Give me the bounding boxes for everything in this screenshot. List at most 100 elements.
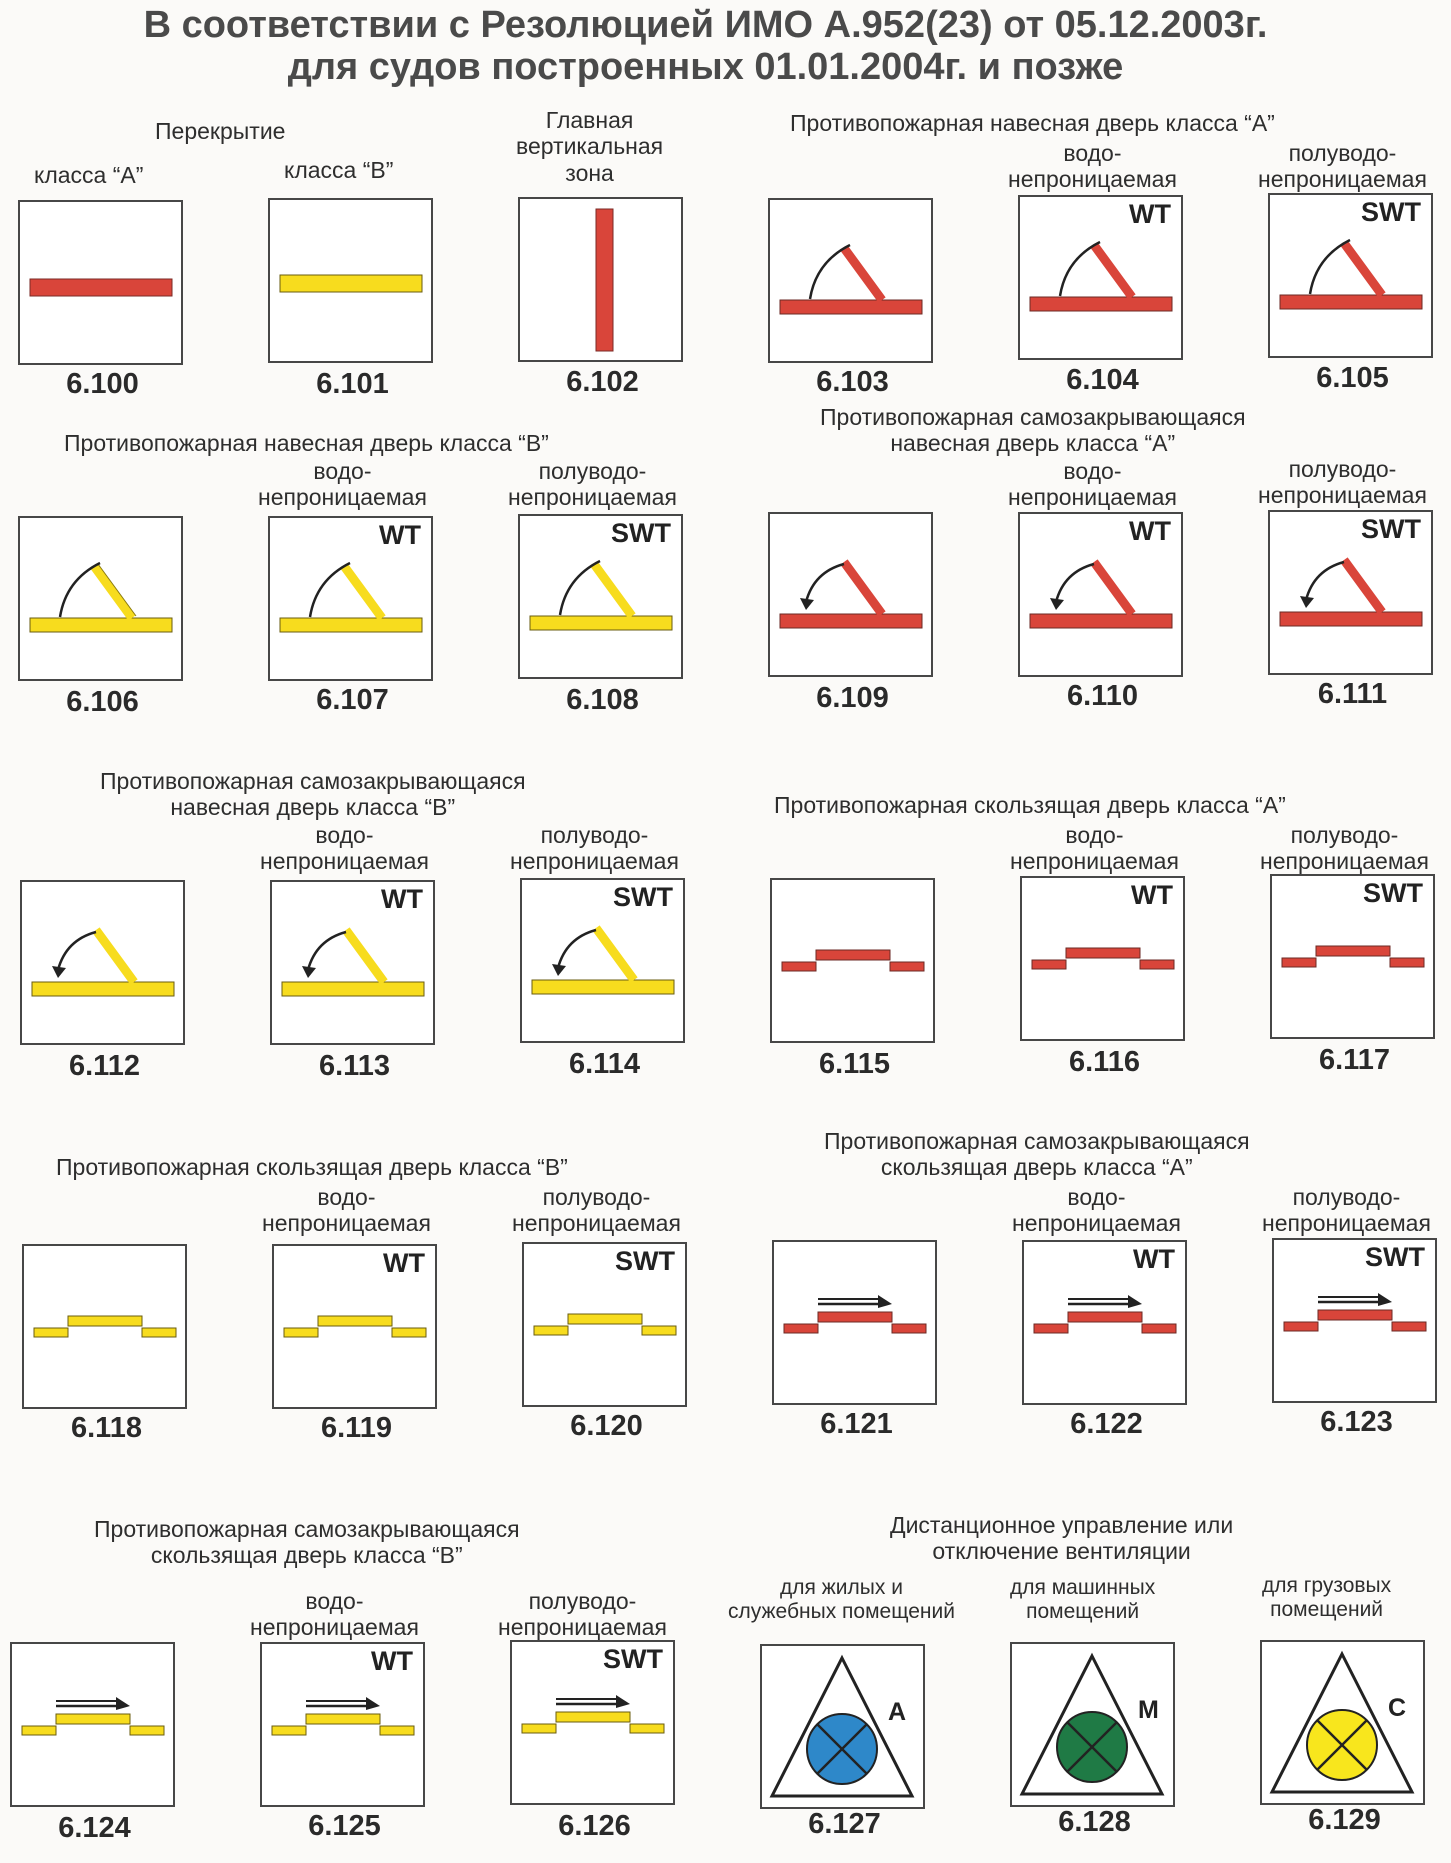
vent-letter-m: M (1138, 1696, 1159, 1724)
code-6-120: 6.120 (570, 1410, 643, 1442)
symbol-6-126-self-closing-sliding-b-swt: SWT (510, 1640, 675, 1805)
label-swt: полуводо- непроницаемая (1258, 456, 1427, 509)
section-title-hinged-door-a: Противопожарная навесная дверь класса “A… (790, 110, 1275, 136)
label-wt: водо- непроницаемая (1012, 1184, 1181, 1237)
section-title-self-closing-sliding-a: Противопожарная самозакрывающаяся скольз… (824, 1128, 1250, 1181)
symbol-6-106-hinged-door-class-b (18, 516, 183, 681)
wt-tag: WT (1133, 1244, 1175, 1274)
symbol-6-103-hinged-door-class-a (768, 198, 933, 363)
symbol-6-112-self-closing-hinged-b (20, 880, 185, 1045)
label-swt: полуводо- непроницаемая (1258, 140, 1427, 193)
section-title-hinged-door-b: Противопожарная навесная дверь класса “B… (64, 430, 549, 456)
symbol-6-104-hinged-door-class-a-wt: WT (1018, 195, 1183, 360)
symbol-6-117-sliding-door-a-swt: SWT (1270, 874, 1435, 1039)
code-6-121: 6.121 (820, 1408, 893, 1440)
section-title-ventilation: Дистанционное управление или отключение … (890, 1512, 1234, 1565)
symbol-6-111-self-closing-hinged-a-swt: SWT (1268, 510, 1433, 675)
code-6-123: 6.123 (1320, 1406, 1393, 1438)
symbol-6-125-self-closing-sliding-b-wt: WT (260, 1642, 425, 1807)
wt-tag: WT (379, 520, 421, 550)
page-title-line-1: В соответствии с Резолюцией ИМО А.952(23… (143, 4, 1268, 46)
symbol-6-124-self-closing-sliding-b (10, 1642, 175, 1807)
wt-tag: WT (371, 1646, 413, 1676)
swt-tag: SWT (615, 1246, 675, 1276)
wt-tag: WT (383, 1248, 425, 1278)
label-swt: полуводо- непроницаемая (510, 822, 679, 875)
swt-tag: SWT (1363, 878, 1423, 908)
swt-tag: SWT (1361, 197, 1421, 227)
label-swt: полуводо- непроницаемая (1260, 822, 1429, 875)
code-6-113: 6.113 (319, 1050, 390, 1082)
swt-tag: SWT (603, 1644, 663, 1674)
label-wt: водо- непроницаемая (258, 458, 427, 511)
label-living-spaces: для жилых и служебных помещений (728, 1576, 955, 1624)
label-swt: полуводо- непроницаемая (508, 458, 677, 511)
code-6-106: 6.106 (66, 686, 139, 718)
wt-tag: WT (1129, 199, 1171, 229)
section-title-sliding-door-a: Противопожарная скользящая дверь класса … (774, 792, 1286, 818)
page-title-line-2: для судов построенных 01.01.2004г. и поз… (287, 46, 1124, 88)
code-6-126: 6.126 (558, 1810, 631, 1842)
label-wt: водо- непроницаемая (1010, 822, 1179, 875)
code-6-115: 6.115 (819, 1048, 890, 1080)
section-title-self-closing-sliding-b: Противопожарная самозакрывающаяся скольз… (94, 1516, 520, 1569)
wt-tag: WT (1131, 880, 1173, 910)
section-title-deck: Перекрытие (155, 118, 286, 144)
wt-tag: WT (1129, 516, 1171, 546)
symbol-6-102-main-vertical-zone (518, 197, 683, 362)
symbol-6-108-hinged-door-class-b-swt: SWT (518, 514, 683, 679)
symbol-6-127-ventilation-living: A (760, 1644, 925, 1809)
code-6-111: 6.111 (1317, 678, 1388, 710)
code-6-104: 6.104 (1066, 364, 1139, 396)
code-6-128: 6.128 (1058, 1806, 1131, 1838)
symbol-6-105-hinged-door-class-a-swt: SWT (1268, 193, 1433, 358)
code-6-122: 6.122 (1070, 1408, 1143, 1440)
swt-tag: SWT (611, 518, 671, 548)
code-6-119: 6.119 (321, 1412, 392, 1444)
symbol-6-123-self-closing-sliding-a-swt: SWT (1272, 1238, 1437, 1403)
symbol-6-121-self-closing-sliding-a (772, 1240, 937, 1405)
symbol-6-101-class-b-division (268, 198, 433, 363)
swt-tag: SWT (613, 882, 673, 912)
wt-tag: WT (381, 884, 423, 914)
section-title-self-closing-hinged-b: Противопожарная самозакрывающаяся навесн… (100, 768, 526, 821)
symbol-6-118-sliding-door-b (22, 1244, 187, 1409)
code-6-112: 6.112 (69, 1050, 140, 1082)
label-swt: полуводо- непроницаемая (498, 1588, 667, 1641)
label-wt: водо- непроницаемая (1008, 458, 1177, 511)
symbol-6-100-class-a-division (18, 200, 183, 365)
symbol-6-114-self-closing-hinged-b-swt: SWT (520, 878, 685, 1043)
symbol-6-110-self-closing-hinged-a-wt: WT (1018, 512, 1183, 677)
label-swt: полуводо- непроницаемая (1262, 1184, 1431, 1237)
code-6-100: 6.100 (66, 368, 139, 400)
code-6-102: 6.102 (566, 366, 639, 398)
label-wt: водо- непроницаемая (262, 1184, 431, 1237)
section-title-self-closing-hinged-a: Противопожарная самозакрывающаяся навесн… (820, 404, 1246, 457)
symbol-6-113-self-closing-hinged-b-wt: WT (270, 880, 435, 1045)
symbol-6-129-ventilation-cargo: C (1260, 1640, 1425, 1805)
code-6-110: 6.110 (1067, 680, 1138, 712)
label-wt: водо- непроницаемая (250, 1588, 419, 1641)
label-wt: водо- непроницаемая (1008, 140, 1177, 193)
code-6-108: 6.108 (566, 684, 639, 716)
swt-tag: SWT (1365, 1242, 1425, 1272)
code-6-129: 6.129 (1308, 1804, 1381, 1836)
symbol-6-109-self-closing-hinged-a (768, 512, 933, 677)
code-6-117: 6.117 (1319, 1044, 1390, 1076)
symbol-6-115-sliding-door-a (770, 878, 935, 1043)
code-6-124: 6.124 (58, 1812, 131, 1844)
swt-tag: SWT (1361, 514, 1421, 544)
symbol-6-119-sliding-door-b-wt: WT (272, 1244, 437, 1409)
symbol-6-128-ventilation-machinery: M (1010, 1642, 1175, 1807)
section-title-sliding-door-b: Противопожарная скользящая дверь класса … (56, 1154, 568, 1180)
code-6-125: 6.125 (308, 1810, 381, 1842)
symbol-6-120-sliding-door-b-swt: SWT (522, 1242, 687, 1407)
label-machinery-spaces: для машинных помещений (1010, 1576, 1156, 1624)
code-6-101: 6.101 (316, 368, 389, 400)
vent-letter-c: C (1388, 1694, 1407, 1722)
label-class-a: класса “A” (34, 162, 144, 188)
code-6-116: 6.116 (1069, 1046, 1140, 1078)
code-6-109: 6.109 (816, 682, 889, 714)
code-6-103: 6.103 (816, 366, 889, 398)
label-cargo-spaces: для грузовых помещений (1262, 1574, 1392, 1622)
